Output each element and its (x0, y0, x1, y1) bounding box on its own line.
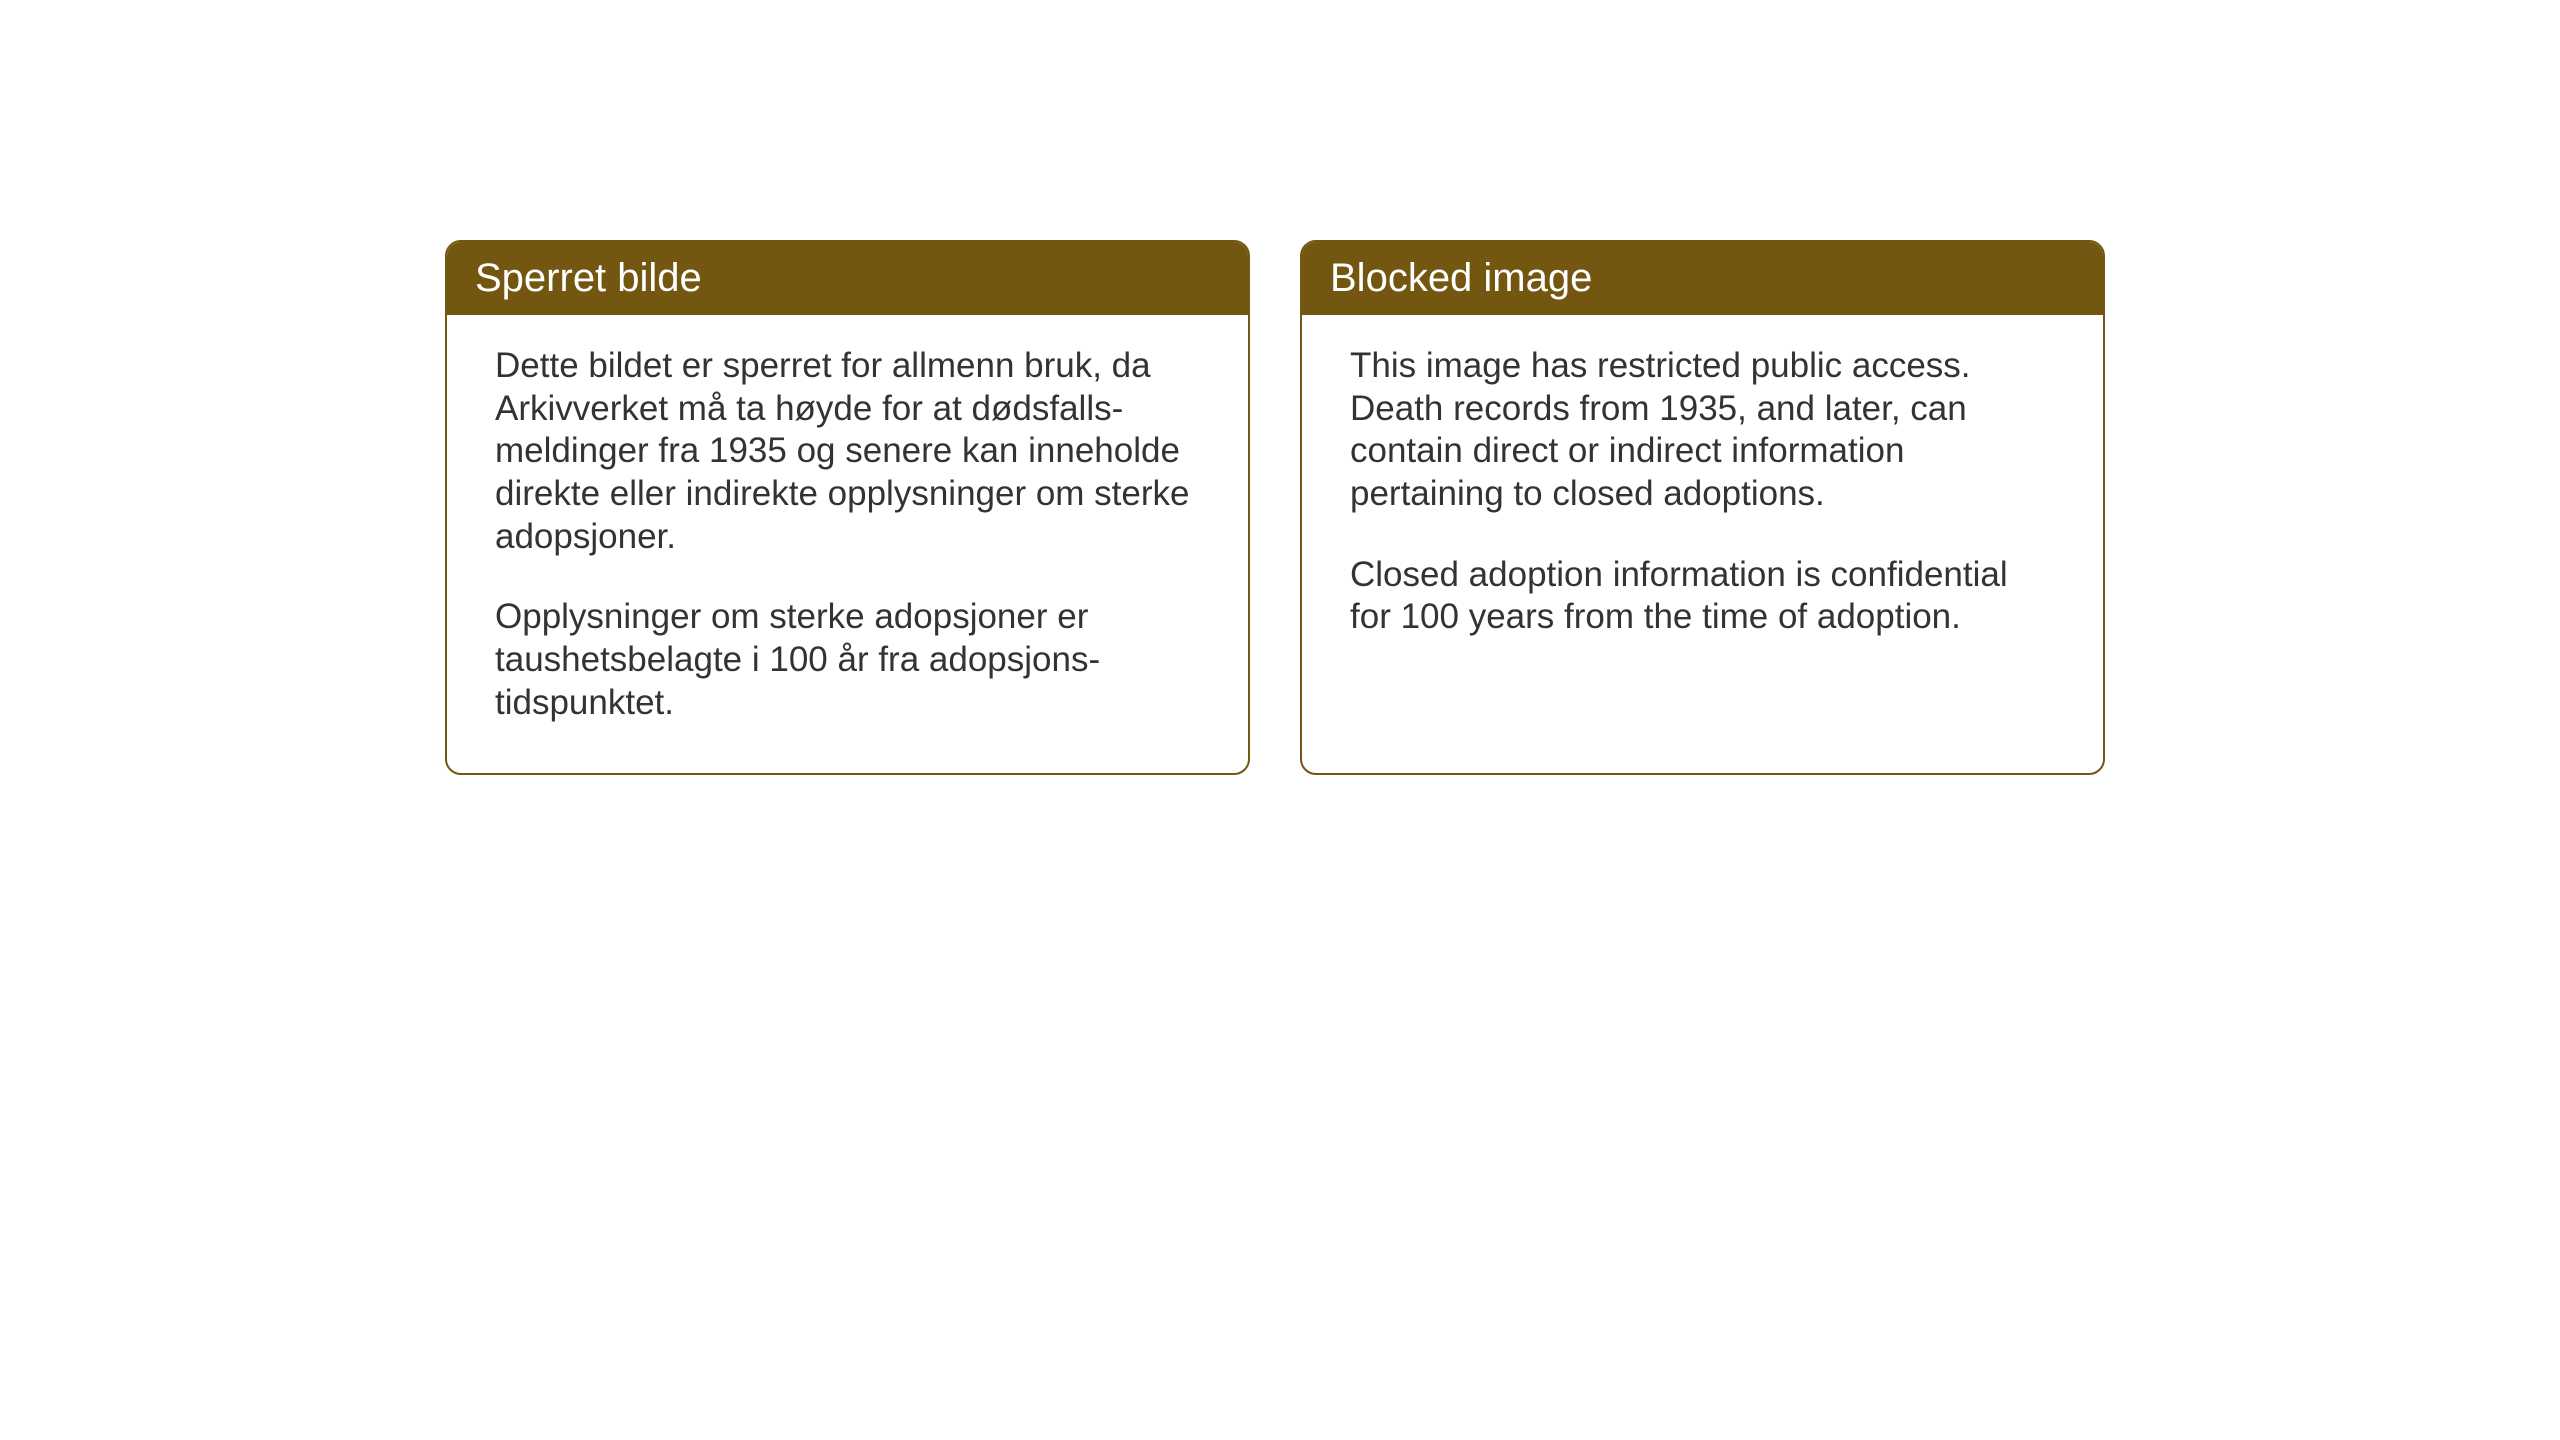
card-header: Blocked image (1302, 242, 2103, 315)
card-title: Blocked image (1330, 256, 1592, 300)
card-paragraph: Closed adoption information is confident… (1350, 554, 2055, 639)
card-title: Sperret bilde (475, 256, 702, 300)
card-paragraph: This image has restricted public access.… (1350, 345, 2055, 516)
card-body: This image has restricted public access.… (1302, 315, 2103, 735)
notice-container: Sperret bilde Dette bildet er sperret fo… (445, 240, 2105, 775)
notice-card-norwegian: Sperret bilde Dette bildet er sperret fo… (445, 240, 1250, 775)
card-paragraph: Opplysninger om sterke adopsjoner er tau… (495, 596, 1200, 724)
notice-card-english: Blocked image This image has restricted … (1300, 240, 2105, 775)
card-header: Sperret bilde (447, 242, 1248, 315)
card-body: Dette bildet er sperret for allmenn bruk… (447, 315, 1248, 773)
card-paragraph: Dette bildet er sperret for allmenn bruk… (495, 345, 1200, 558)
